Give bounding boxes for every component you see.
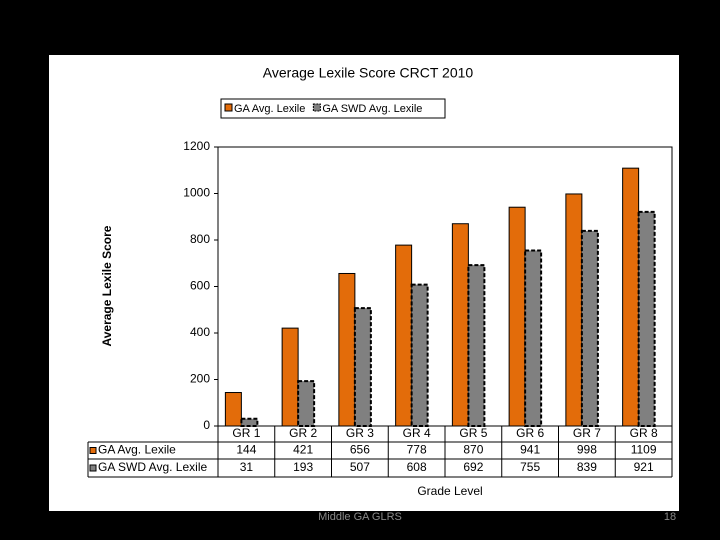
y-tick-label: 200 — [190, 372, 210, 386]
bar — [524, 249, 543, 427]
table-legend-key — [89, 464, 97, 472]
legend-label: GA Avg. Lexile — [234, 103, 305, 115]
y-tick-label: 1000 — [183, 186, 210, 200]
bar — [565, 193, 583, 427]
legend-swatch — [312, 103, 321, 112]
bar — [338, 272, 356, 427]
chart-title: Average Lexile Score CRCT 2010 — [263, 65, 474, 81]
bar — [508, 206, 526, 427]
table-value: 755 — [520, 460, 540, 474]
x-axis-title: Grade Level — [417, 484, 482, 498]
x-tick-label: GR 8 — [630, 426, 658, 440]
y-axis-title: Average Lexile Score — [100, 225, 114, 346]
table-value: 608 — [407, 460, 427, 474]
x-tick-label: GR 1 — [232, 426, 260, 440]
table-value: 921 — [634, 460, 654, 474]
x-tick-label: GR 3 — [346, 426, 374, 440]
table-row-label: GA SWD Avg. Lexile — [98, 460, 207, 474]
y-tick-label: 800 — [190, 232, 210, 246]
bar — [622, 167, 640, 427]
y-tick-label: 600 — [190, 279, 210, 293]
x-tick-label: GR 4 — [403, 426, 431, 440]
x-tick-label: GR 2 — [289, 426, 317, 440]
table-value: 193 — [293, 460, 313, 474]
page-number: 18 — [664, 511, 676, 523]
table-value: 778 — [407, 443, 427, 457]
bar — [281, 327, 299, 427]
table-value: 144 — [236, 443, 256, 457]
x-tick-label: GR 7 — [573, 426, 601, 440]
bar — [580, 229, 599, 427]
y-tick-label: 1200 — [183, 139, 210, 153]
x-tick-label: GR 6 — [516, 426, 544, 440]
legend-label: GA SWD Avg. Lexile — [322, 103, 422, 115]
y-tick-label: 400 — [190, 325, 210, 339]
table-value: 998 — [577, 443, 597, 457]
table-value: 31 — [240, 460, 254, 474]
table-value: 421 — [293, 443, 313, 457]
table-value: 692 — [463, 460, 483, 474]
table-value: 656 — [350, 443, 370, 457]
bar — [240, 417, 259, 428]
x-tick-label: GR 5 — [459, 426, 487, 440]
bar — [224, 392, 242, 427]
bar — [637, 210, 656, 427]
bar — [353, 307, 372, 427]
bar — [451, 223, 469, 427]
bar — [467, 264, 486, 427]
y-tick-label: 0 — [203, 418, 210, 432]
table-row-label: GA Avg. Lexile — [98, 443, 176, 457]
table-value: 1109 — [631, 443, 657, 457]
table-value: 870 — [463, 443, 483, 457]
bar — [297, 380, 316, 428]
footer-source: Middle GA GLRS — [318, 511, 402, 523]
table-legend-key — [89, 447, 97, 454]
table-value: 839 — [577, 460, 597, 474]
bar — [395, 244, 413, 427]
table-value: 507 — [350, 460, 370, 474]
legend-swatch — [224, 103, 233, 112]
legend-box — [220, 98, 446, 119]
bar — [410, 283, 429, 428]
table-value: 941 — [520, 443, 540, 457]
